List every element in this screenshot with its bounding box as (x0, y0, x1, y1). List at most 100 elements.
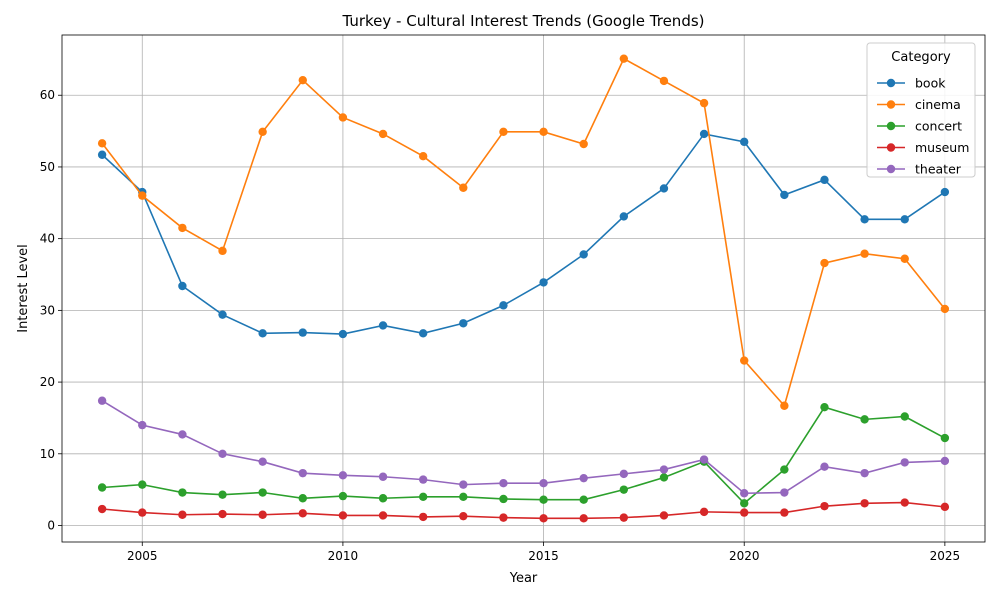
series-line-concert (102, 406, 946, 505)
data-point-concert (860, 415, 869, 424)
data-point-theater (258, 457, 267, 466)
legend-label: book (915, 76, 946, 91)
series-line-book (101, 133, 946, 335)
data-point-concert (740, 499, 749, 508)
data-point-museum (499, 513, 508, 522)
data-point-book (740, 137, 749, 147)
legend-swatch-marker (886, 121, 896, 131)
data-point-museum (97, 504, 107, 514)
legend-swatch-marker (886, 164, 896, 174)
data-point-book (178, 281, 187, 291)
data-point-cinema (900, 254, 909, 263)
data-point-cinema (418, 151, 428, 161)
data-point-book (619, 212, 629, 221)
data-point-book (860, 215, 869, 224)
data-point-concert (418, 492, 428, 502)
data-point-museum (900, 498, 909, 507)
chart-title: Turkey - Cultural Interest Trends (Googl… (341, 12, 704, 30)
data-point-theater (900, 458, 909, 467)
data-point-book (218, 310, 227, 319)
data-point-book (699, 129, 709, 139)
data-point-cinema (499, 127, 508, 137)
legend-swatch-marker (886, 78, 896, 88)
data-point-theater (659, 465, 669, 474)
plot-frame (61, 34, 986, 543)
y-axis-label: Interest Level (16, 244, 31, 333)
x-tick-label: 2020 (729, 549, 760, 563)
data-point-cinema (218, 246, 227, 256)
data-point-cinema (138, 191, 147, 200)
legend-title: Category (891, 50, 951, 65)
data-point-cinema (740, 356, 749, 365)
legend-item-museum: museum (877, 140, 969, 155)
data-point-book (820, 175, 829, 185)
data-point-theater (97, 396, 107, 405)
data-point-cinema (699, 98, 709, 108)
legend-label: theater (915, 162, 962, 177)
x-axis-label: Year (509, 571, 538, 586)
x-tick-label: 2010 (328, 549, 359, 563)
data-point-cinema (780, 401, 789, 410)
ticks: 2005 2010 2015 2020 2025 0 10 20 30 40 50 60 (40, 88, 960, 563)
data-point-museum (659, 511, 669, 520)
data-point-theater (740, 489, 749, 498)
legend-swatch-marker (886, 143, 896, 152)
data-point-book (459, 319, 468, 328)
series-line-cinema (101, 57, 946, 408)
y-tick-label: 60 (40, 88, 55, 102)
data-point-book (258, 329, 267, 338)
series-book (97, 129, 950, 339)
legend-label: cinema (915, 97, 961, 112)
data-point-concert (659, 473, 669, 482)
data-point-book (659, 184, 669, 193)
data-point-cinema (940, 304, 950, 314)
data-point-museum (298, 509, 307, 518)
data-point-theater (499, 478, 508, 488)
y-tick-label: 0 (47, 519, 55, 533)
data-point-museum (740, 508, 749, 517)
data-point-book (418, 329, 428, 338)
data-point-cinema (820, 258, 829, 268)
data-point-museum (258, 510, 267, 519)
y-tick-label: 10 (40, 447, 55, 461)
data-point-museum (820, 501, 829, 511)
data-point-museum (418, 512, 428, 522)
legend: Category book cinema concert museum theater (866, 42, 976, 178)
x-tick-label: 2015 (528, 549, 559, 563)
series-layer (97, 54, 950, 523)
data-point-theater (619, 469, 629, 479)
legend-item-concert: concert (877, 119, 962, 134)
y-tick-label: 50 (40, 160, 55, 174)
grid (62, 35, 985, 542)
data-point-concert (298, 494, 307, 503)
y-tick-label: 20 (40, 375, 55, 389)
data-point-book (780, 190, 789, 200)
data-point-theater (940, 456, 950, 466)
data-point-museum (940, 502, 950, 512)
legend-box (866, 42, 976, 178)
data-point-cinema (860, 249, 869, 258)
data-point-theater (860, 468, 869, 478)
data-point-concert (499, 494, 508, 504)
series-museum (97, 498, 950, 523)
data-point-museum (539, 514, 548, 523)
data-point-concert (138, 480, 147, 489)
data-point-book (499, 301, 508, 310)
series-line-museum (102, 501, 945, 520)
data-point-cinema (539, 127, 548, 137)
data-point-cinema (97, 139, 107, 148)
data-point-cinema (258, 127, 267, 137)
legend-item-cinema: cinema (877, 97, 961, 112)
data-point-theater (459, 480, 468, 489)
data-point-book (940, 187, 950, 197)
data-point-concert (619, 485, 629, 494)
data-point-book (900, 215, 909, 224)
data-point-cinema (579, 139, 588, 149)
series-concert (97, 402, 950, 508)
data-point-book (298, 328, 307, 337)
legend-label: concert (915, 119, 962, 134)
data-point-concert (940, 433, 950, 443)
data-point-museum (459, 511, 468, 521)
data-point-concert (378, 494, 388, 503)
